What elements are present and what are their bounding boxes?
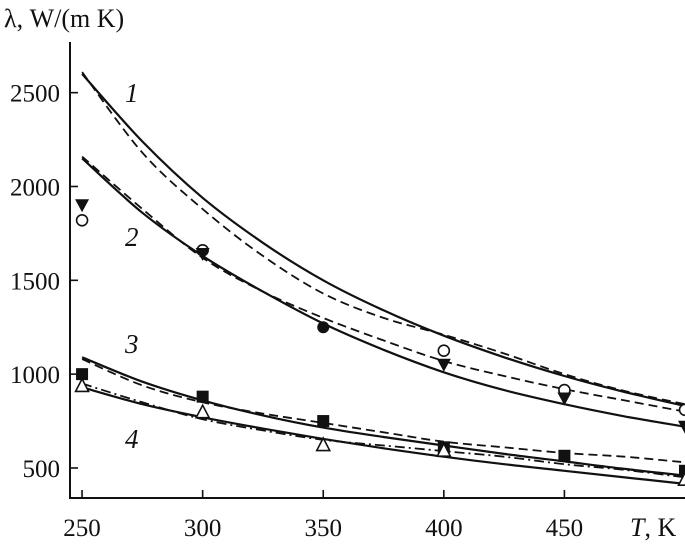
- y-ticks: 500 1000 1500 2000 2500: [10, 81, 78, 483]
- filled-square-marker: [76, 368, 89, 381]
- filled-square-marker: [679, 464, 685, 477]
- open-triangle-up-marker: [436, 441, 452, 457]
- x-tick-label: 400: [425, 515, 463, 542]
- curve-number-4: 4: [125, 424, 139, 454]
- x-tick-label: 300: [184, 515, 222, 542]
- y-tick-label: 1500: [10, 268, 60, 295]
- x-axis-symbol: T: [630, 513, 646, 542]
- y-tick-label: 500: [23, 456, 61, 483]
- markers-layer: [74, 199, 685, 487]
- solid-curve-4: [81, 386, 685, 485]
- open-triangle-up-marker: [194, 403, 211, 419]
- filled-triangle-down-marker: [195, 248, 210, 262]
- curve-number-1: 1: [125, 78, 139, 108]
- curves-layer: [81, 71, 685, 485]
- filled-square-marker: [558, 449, 571, 462]
- y-tick-label: 2000: [10, 174, 60, 201]
- curve-number-2: 2: [125, 222, 139, 252]
- y-axis-title: λ, W/(m K): [4, 4, 124, 33]
- open-circle-marker: [678, 403, 685, 417]
- filled-triangle-down-marker: [557, 392, 572, 406]
- open-triangle-up-marker: [315, 436, 332, 452]
- dashed-curve-1: [81, 71, 685, 406]
- x-tick-label: 450: [546, 515, 584, 542]
- filled-triangle-down-marker: [678, 420, 685, 434]
- x-axis-title: T, K: [630, 513, 676, 542]
- open-circle-marker: [437, 344, 451, 357]
- x-tick-label: 250: [63, 515, 101, 542]
- x-ticks: 250 300 350 400 450: [63, 490, 583, 542]
- filled-square-marker: [317, 415, 330, 428]
- open-circle-marker: [75, 213, 89, 227]
- filled-triangle-down-marker: [75, 199, 90, 213]
- dashed-curve-3: [81, 358, 685, 464]
- filled-triangle-down-marker: [436, 358, 451, 372]
- filled-circle-marker: [317, 321, 330, 334]
- curve-number-3: 3: [124, 329, 139, 359]
- axis-frame: [69, 42, 685, 499]
- solid-curve-1: [81, 73, 685, 408]
- y-tick-label: 2500: [10, 81, 60, 108]
- solid-curve-2: [81, 157, 685, 428]
- x-tick-label: 350: [304, 515, 342, 542]
- filled-square-marker: [196, 390, 209, 403]
- open-triangle-up-marker: [677, 471, 685, 487]
- dashdot-curve-4: [81, 382, 685, 479]
- open-triangle-up-marker: [74, 377, 90, 393]
- solid-curve-3: [81, 356, 685, 477]
- y-tick-label: 1000: [10, 362, 60, 389]
- x-axis-unit: , K: [644, 513, 676, 542]
- dashed-curve-2: [81, 155, 685, 413]
